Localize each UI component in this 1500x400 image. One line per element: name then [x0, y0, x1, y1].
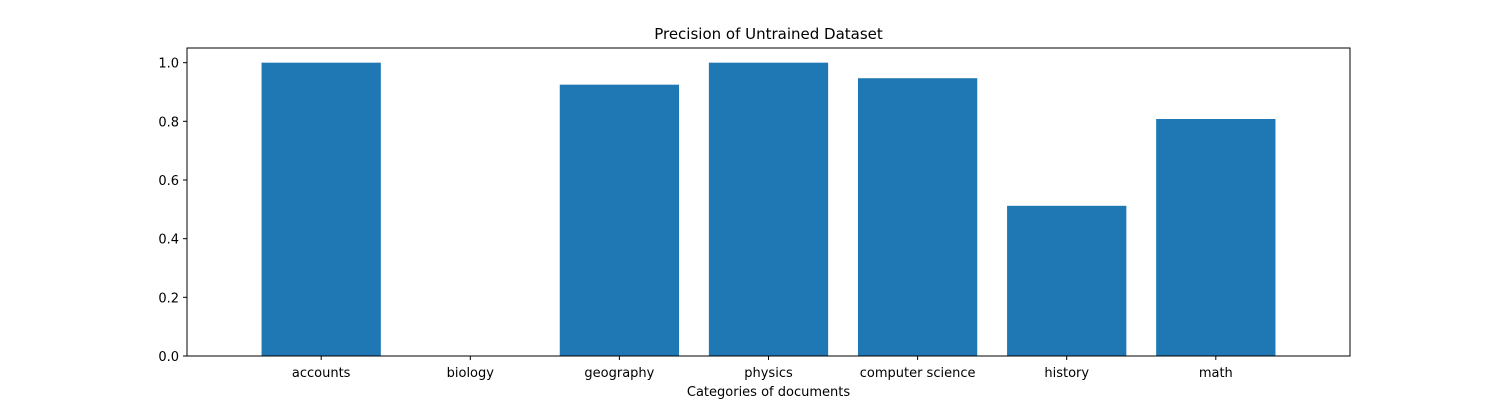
- x-tick-label: accounts: [292, 366, 351, 381]
- plot-area-frame: [186, 47, 1351, 357]
- x-axis-ticks: accounts biology geography physics computer …: [292, 356, 1233, 381]
- bar-history: [1007, 205, 1127, 356]
- bar-geography: [559, 84, 680, 357]
- y-tick-label: 1.0: [158, 57, 179, 72]
- y-tick-label: 0.0: [158, 350, 179, 365]
- x-tick-label: computer science: [860, 366, 976, 381]
- bar-computer-science: [857, 78, 978, 357]
- x-tick-label: geography: [584, 366, 654, 381]
- y-tick-label: 0.4: [158, 233, 179, 248]
- x-tick-label: biology: [447, 366, 495, 381]
- x-axis-label: Categories of documents: [687, 385, 850, 400]
- x-tick-label: math: [1199, 366, 1233, 381]
- bar-accounts: [261, 62, 381, 357]
- chart-title: Precision of Untrained Dataset: [654, 25, 883, 43]
- x-tick-label: physics: [744, 366, 793, 381]
- bars-group: [261, 62, 1276, 357]
- y-tick-label: 0.8: [158, 115, 179, 130]
- bar-math: [1156, 118, 1276, 356]
- y-tick-label: 0.2: [158, 291, 179, 306]
- bar-physics: [708, 62, 829, 357]
- y-axis-ticks: 0.0 0.2 0.4 0.6 0.8 1.0: [158, 57, 187, 365]
- y-tick-label: 0.6: [158, 174, 179, 189]
- x-tick-label: history: [1044, 366, 1089, 381]
